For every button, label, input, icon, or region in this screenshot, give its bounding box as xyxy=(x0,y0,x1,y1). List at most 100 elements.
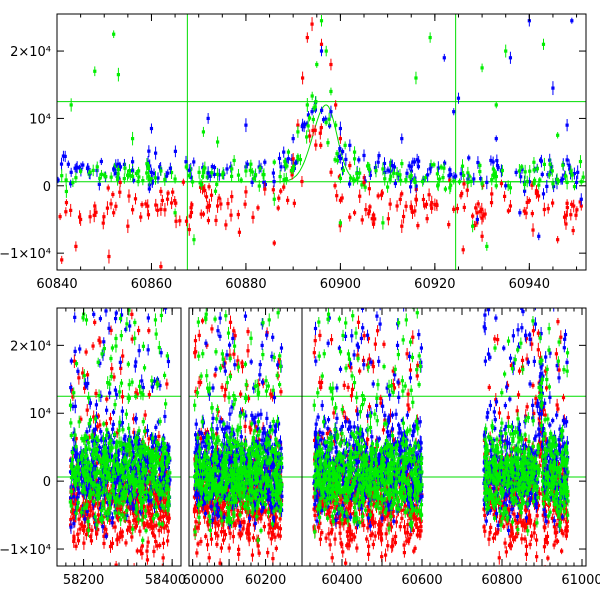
x-tick-label: 60900 xyxy=(320,277,361,292)
red-data-point xyxy=(201,212,206,216)
green-data-point xyxy=(151,436,155,440)
red-data-point xyxy=(333,184,337,188)
red-data-point xyxy=(318,131,322,135)
green-data-point xyxy=(154,463,158,467)
green-data-point xyxy=(129,497,133,501)
red-data-point xyxy=(319,143,323,147)
green-data-point xyxy=(134,477,138,482)
green-data-point xyxy=(114,499,118,503)
green-data-point xyxy=(334,123,338,127)
red-data-point xyxy=(215,204,220,208)
green-data-point xyxy=(74,483,78,487)
red-data-point xyxy=(81,371,85,375)
top-chart-panel: 60840 60860 60880 60900 60920 60940 −1×10⁴ 0 10⁴… xyxy=(0,13,587,292)
green-data-point xyxy=(101,456,105,460)
blue-data-point xyxy=(158,448,162,452)
green-data-point xyxy=(112,32,116,36)
blue-data-point xyxy=(103,439,108,443)
green-data-point xyxy=(81,316,85,320)
green-data-point xyxy=(429,163,433,167)
green-data-point xyxy=(69,421,73,425)
green-data-point xyxy=(123,476,128,480)
green-data-point xyxy=(90,435,94,440)
red-data-point xyxy=(157,434,161,439)
red-data-point xyxy=(199,212,203,216)
green-data-point xyxy=(109,374,113,379)
blue-data-point xyxy=(61,154,66,158)
blue-data-point xyxy=(71,404,75,409)
blue-data-point xyxy=(76,487,80,491)
green-data-point xyxy=(103,512,107,516)
green-data-point xyxy=(443,187,448,191)
green-data-point xyxy=(133,460,137,464)
green-data-point xyxy=(338,221,342,225)
green-data-point xyxy=(87,441,91,445)
red-data-point xyxy=(251,514,255,518)
green-data-point xyxy=(74,511,78,515)
blue-data-point xyxy=(79,474,84,478)
green-data-point xyxy=(106,470,110,474)
red-data-point xyxy=(88,514,92,518)
red-data-point xyxy=(133,517,137,521)
blue-data-point xyxy=(98,445,102,449)
green-data-point xyxy=(77,420,81,424)
blue-data-point xyxy=(150,445,155,449)
red-data-point xyxy=(455,206,459,211)
green-data-point xyxy=(123,166,127,170)
green-data-point xyxy=(124,412,129,416)
red-data-point xyxy=(159,265,163,269)
blue-data-point xyxy=(73,349,77,353)
green-data-point xyxy=(215,140,220,144)
green-data-point xyxy=(116,73,121,77)
green-data-point xyxy=(123,497,127,501)
green-data-point xyxy=(161,441,166,446)
green-data-point xyxy=(160,301,163,304)
red-data-point xyxy=(174,201,178,205)
green-data-point xyxy=(157,483,162,487)
green-data-point xyxy=(85,454,89,458)
green-data-point xyxy=(152,456,156,460)
red-data-point xyxy=(83,508,88,513)
blue-data-point xyxy=(192,160,196,164)
red-data-point xyxy=(64,201,69,205)
red-data-point xyxy=(164,511,168,515)
red-data-point xyxy=(556,238,560,242)
red-data-point xyxy=(380,191,384,195)
red-data-point xyxy=(219,202,223,206)
red-data-point xyxy=(77,376,81,380)
red-data-point xyxy=(409,206,414,210)
green-data-point xyxy=(563,174,568,178)
green-data-point xyxy=(127,383,131,387)
blue-data-point xyxy=(111,410,116,414)
red-data-point xyxy=(93,521,97,525)
red-data-point xyxy=(246,397,251,401)
blue-data-point xyxy=(324,117,328,121)
red-data-point xyxy=(92,415,96,419)
blue-data-point xyxy=(152,379,157,383)
green-data-point xyxy=(115,177,120,181)
green-data-point xyxy=(381,221,385,225)
blue-data-point xyxy=(131,507,135,511)
red-data-point xyxy=(141,511,145,515)
blue-data-point xyxy=(83,381,87,386)
red-data-point xyxy=(404,204,408,208)
green-data-point xyxy=(125,445,129,449)
green-data-point xyxy=(101,500,105,504)
red-data-point xyxy=(109,202,113,206)
green-data-point xyxy=(141,392,145,397)
green-data-point xyxy=(210,171,214,175)
green-data-point xyxy=(113,432,117,437)
green-data-point xyxy=(102,280,105,283)
green-data-point xyxy=(93,456,97,461)
green-data-point xyxy=(127,173,131,178)
red-data-point xyxy=(166,191,170,195)
red-data-point xyxy=(271,188,275,192)
red-data-point xyxy=(147,392,151,397)
red-data-point xyxy=(79,217,83,222)
red-data-point xyxy=(90,528,94,532)
green-data-point xyxy=(118,420,122,424)
blue-data-point xyxy=(69,458,73,463)
red-data-point xyxy=(153,494,157,498)
green-data-point xyxy=(135,436,139,440)
blue-data-point xyxy=(73,404,77,408)
